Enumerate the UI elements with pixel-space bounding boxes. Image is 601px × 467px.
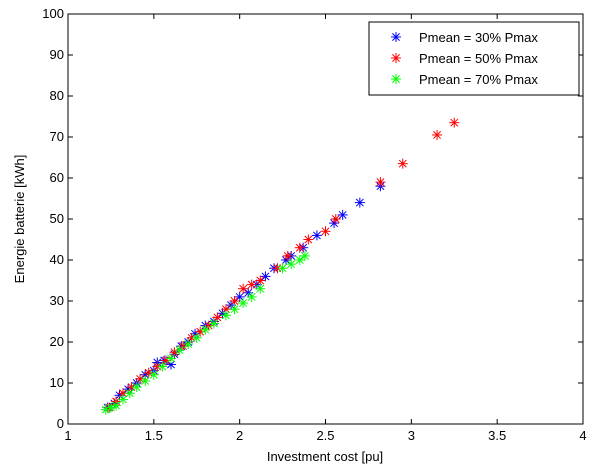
x-tick-label: 1 [64,428,71,443]
y-tick-label: 20 [50,334,64,349]
data-point [329,218,340,229]
series-3 [100,250,310,415]
data-point [200,324,211,335]
legend-marker [391,53,401,63]
data-point [294,242,305,253]
data-point [174,345,185,356]
data-point [208,318,219,329]
x-tick-label: 1.5 [145,428,163,443]
data-point [286,259,297,270]
y-axis-label: Energie batterie [kWh] [12,155,27,284]
y-tick-label: 0 [57,416,64,431]
data-point [229,296,240,306]
y-tick-label: 70 [50,129,64,144]
legend: Pmean = 30% Pmax Pmean = 50% Pmax Pmean … [368,21,580,96]
data-point [303,234,314,245]
data-point [432,129,443,140]
data-point [124,388,135,399]
data-point [277,263,288,274]
data-point [320,226,331,237]
data-point [166,353,176,364]
x-tick-label: 4 [579,428,586,443]
y-tick-label: 10 [50,375,64,390]
data-point [246,279,257,290]
legend-entry-30: Pmean = 30% Pmax [419,30,538,45]
x-axis-ticks: 1 1.5 2 2.5 3 3.5 4 [64,14,587,443]
data-point [220,304,231,315]
data-point [157,361,168,372]
legend-box [368,21,580,96]
data-point [337,209,348,220]
data-point [299,250,310,261]
y-tick-label: 50 [50,211,64,226]
legend-entry-70: Pmean = 70% Pmax [419,72,538,87]
data-point [246,291,257,302]
data-point [238,283,249,294]
data-point [260,271,271,282]
y-tick-label: 30 [50,293,64,308]
data-point [311,230,322,241]
y-tick-label: 60 [50,170,64,185]
data-point [148,369,159,380]
legend-marker [391,32,401,42]
data-point [255,283,266,294]
x-tick-label: 3.5 [488,428,506,443]
y-tick-label: 90 [50,47,64,62]
data-point [449,117,460,128]
data-point [354,197,365,208]
data-point [111,400,122,411]
data-point [330,214,341,224]
data-point [140,375,151,386]
data-point [117,394,128,405]
legend-marker [391,74,401,84]
data-point [229,304,240,315]
data-point [131,382,142,393]
data-point [281,255,292,265]
y-tick-label: 100 [42,6,64,21]
data-point [397,158,408,169]
data-point [375,177,386,188]
data-point [220,310,231,321]
data-points [100,117,460,415]
data-point [282,250,293,261]
data-point [191,332,202,343]
y-axis-ticks: 0 10 20 30 40 50 60 70 80 90 100 [42,6,583,431]
data-point [238,298,249,309]
x-tick-label: 2 [236,428,243,443]
x-tick-label: 2.5 [316,428,334,443]
data-point [294,255,305,265]
x-tick-label: 3 [408,428,415,443]
y-tick-label: 80 [50,88,64,103]
y-tick-label: 40 [50,252,64,267]
legend-entry-50: Pmean = 50% Pmax [419,51,538,66]
x-axis-label: Investment cost [pu] [267,449,383,464]
data-point [183,339,194,350]
data-point [166,359,176,370]
